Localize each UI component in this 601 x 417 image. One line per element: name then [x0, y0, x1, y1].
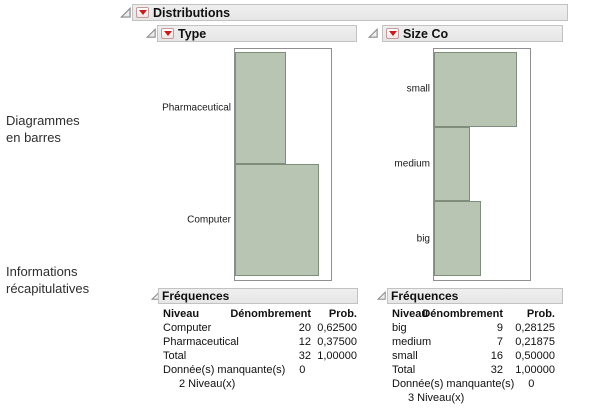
red-triangle-menu-distributions[interactable] — [136, 7, 149, 18]
distributions-title: Distributions — [153, 5, 231, 20]
freq-table-row: Total 32 1,00000 — [163, 349, 357, 363]
column-header: Dénombrement — [422, 308, 503, 320]
disclosure-triangle-frequencies-size-co[interactable] — [377, 291, 386, 300]
bar-big[interactable] — [434, 201, 481, 276]
axis-label-computer: Computer — [187, 214, 231, 226]
frequencies-header-size-co: Fréquences — [387, 288, 563, 304]
axis-label-medium: medium — [394, 158, 430, 170]
cell: 1,00000 — [515, 364, 555, 376]
cell: Total — [163, 350, 187, 362]
disclosure-triangle-distributions[interactable] — [120, 7, 131, 18]
cell: 16 — [490, 350, 503, 362]
column-header: Prob. — [526, 308, 555, 320]
cell: Computer — [163, 322, 212, 334]
cell: 0,28125 — [515, 322, 555, 334]
freq-table-row: Computer 20 0,62500 — [163, 321, 357, 335]
cell: 12 — [298, 336, 311, 348]
freq-table-row: medium 7 0,21875 — [392, 335, 555, 349]
freq-table-row: Total 32 1,00000 — [392, 363, 555, 377]
cell: big — [392, 322, 407, 334]
levels-count-row: 2 Niveau(x) — [179, 378, 236, 390]
levels-count-row: 3 Niveau(x) — [408, 392, 465, 404]
red-triangle-menu-size-co[interactable] — [386, 28, 399, 39]
column-header: Dénombrement — [230, 308, 311, 320]
missing-data-label: Donnée(s) manquante(s) — [163, 364, 286, 376]
size-co-chart-axis-labels: small medium big — [330, 48, 430, 279]
missing-data-label: Donnée(s) manquante(s) — [392, 378, 515, 390]
type-chart-axis-labels: Pharmaceutical Computer — [130, 48, 231, 279]
bar-medium[interactable] — [434, 126, 470, 202]
bar-pharmaceutical[interactable] — [235, 52, 286, 164]
annotation-summary-info: Informations récapitulatives — [6, 264, 90, 296]
cell: 20 — [298, 322, 311, 334]
type-bar-chart[interactable] — [234, 48, 332, 281]
frequencies-title: Fréquences — [391, 289, 459, 303]
red-triangle-icon — [163, 31, 172, 36]
cell: 32 — [298, 350, 311, 362]
missing-data-row: Donnée(s) manquante(s) 0 — [163, 363, 357, 377]
axis-label-pharmaceutical: Pharmaceutical — [162, 102, 231, 114]
freq-table-header-row: Niveau Dénombrement Prob. — [163, 307, 357, 321]
cell: Pharmaceutical — [163, 336, 239, 348]
cell: 0,62500 — [317, 322, 357, 334]
red-triangle-icon — [388, 31, 397, 36]
cell: small — [392, 350, 418, 362]
frequencies-table-size-co: Niveau Dénombrement Prob. big 9 0,28125 medium… — [392, 307, 555, 405]
missing-data-value: 0 — [299, 364, 306, 376]
axis-label-big: big — [416, 233, 430, 245]
axis-label-small: small — [406, 83, 430, 95]
freq-table-row: big 9 0,28125 — [392, 321, 555, 335]
red-triangle-icon — [138, 10, 147, 15]
annotation-bar-charts: Diagrammes en barres — [6, 113, 80, 145]
bar-computer[interactable] — [235, 164, 319, 276]
cell: 32 — [490, 364, 503, 376]
frequencies-header-type: Fréquences — [158, 288, 358, 304]
column-header: Prob. — [328, 308, 357, 320]
freq-table-row: Pharmaceutical 12 0,37500 — [163, 335, 357, 349]
size-co-title: Size Co — [403, 26, 449, 41]
frequencies-title: Fréquences — [162, 289, 230, 303]
freq-table-header-row: Niveau Dénombrement Prob. — [392, 307, 555, 321]
missing-data-row: Donnée(s) manquante(s) 0 — [392, 377, 555, 391]
frequencies-table-type: Niveau Dénombrement Prob. Computer 20 0,62500… — [163, 307, 357, 391]
distributions-header: Distributions — [132, 4, 568, 21]
cell: Total — [392, 364, 416, 376]
cell: 1,00000 — [317, 350, 357, 362]
column-header: Niveau — [392, 308, 429, 320]
size-co-header: Size Co — [382, 25, 563, 42]
disclosure-triangle-size-co[interactable] — [368, 28, 378, 38]
type-title: Type — [178, 26, 207, 41]
cell: 7 — [496, 336, 503, 348]
cell: 9 — [496, 322, 503, 334]
bar-small[interactable] — [434, 52, 517, 127]
red-triangle-menu-type[interactable] — [161, 28, 174, 39]
cell: medium — [392, 336, 432, 348]
disclosure-triangle-type[interactable] — [146, 28, 156, 38]
cell: 0,21875 — [515, 336, 555, 348]
freq-table-row: small 16 0,50000 — [392, 349, 555, 363]
size-co-bar-chart[interactable] — [433, 48, 531, 281]
cell: 0,50000 — [515, 350, 555, 362]
type-header: Type — [157, 25, 357, 42]
cell: 0,37500 — [317, 336, 357, 348]
column-header: Niveau — [163, 308, 200, 320]
missing-data-value: 0 — [528, 378, 535, 390]
